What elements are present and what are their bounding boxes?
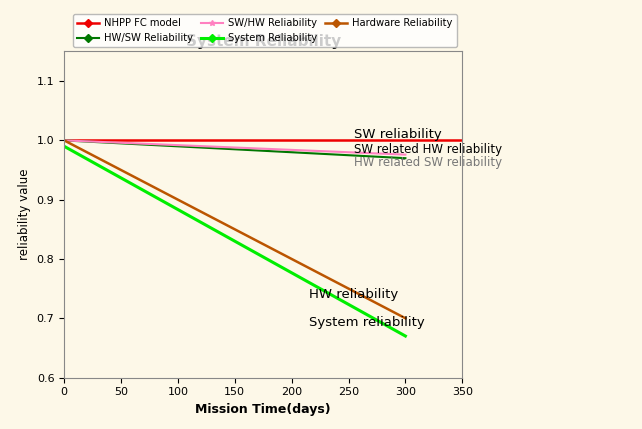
Legend: NHPP FC model, HW/SW Reliability, SW/HW Reliability, System Reliability, Hardwar: NHPP FC model, HW/SW Reliability, SW/HW … xyxy=(73,14,456,47)
Text: SW related HW reliability: SW related HW reliability xyxy=(354,143,502,156)
X-axis label: Mission Time(days): Mission Time(days) xyxy=(195,403,331,416)
Text: HW reliability: HW reliability xyxy=(309,288,398,301)
Text: System reliability: System reliability xyxy=(309,316,424,329)
Y-axis label: reliability value: reliability value xyxy=(18,169,31,260)
Text: HW related SW reliability: HW related SW reliability xyxy=(354,156,502,169)
Text: SW reliability: SW reliability xyxy=(354,128,442,141)
Title: System Reliability: System Reliability xyxy=(186,34,341,49)
